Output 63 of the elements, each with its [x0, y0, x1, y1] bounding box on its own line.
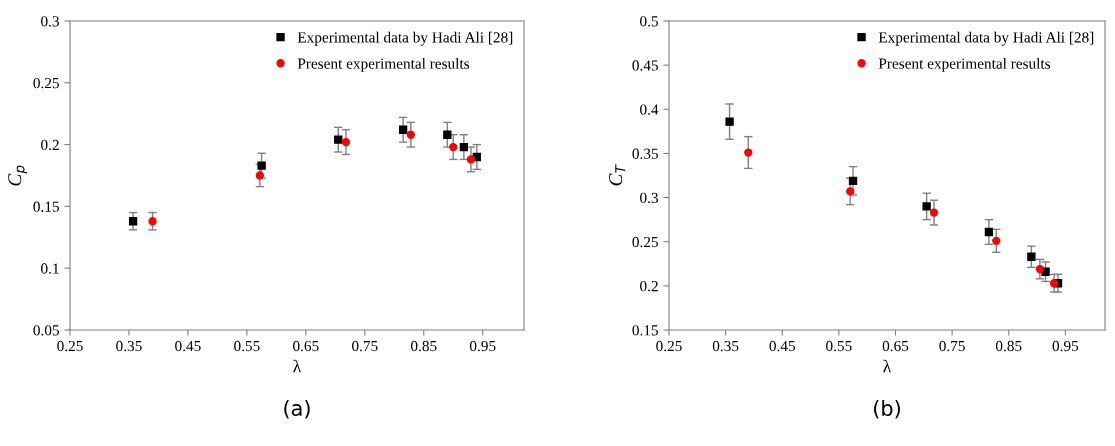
legend-label: Present experimental results — [297, 58, 470, 72]
point — [148, 217, 157, 226]
legend-label: Experimental data by Hadi Ali [28] — [878, 31, 1094, 46]
point — [744, 148, 753, 157]
text: (b) — [874, 399, 900, 419]
point — [128, 217, 138, 226]
point — [984, 227, 994, 237]
x-tick-label: 0.65 — [882, 340, 909, 352]
legend-label: Present experimental results — [878, 58, 1051, 72]
x-tick-label: 0.85 — [995, 340, 1022, 352]
x-tick-label: 0.25 — [656, 340, 682, 352]
point — [341, 137, 351, 147]
y-tick-label: 0.05 — [33, 325, 59, 336]
y-tick-label: 0.15 — [632, 325, 658, 336]
y-tick-label: 0.35 — [632, 148, 658, 159]
y-axis-title: C$_{T}$ — [609, 164, 626, 186]
x-axis-title: λ — [883, 359, 892, 373]
point — [725, 117, 734, 126]
point — [846, 187, 855, 196]
x-tick-label: 0.35 — [116, 340, 142, 352]
y-tick-label: 0.45 — [632, 60, 658, 71]
y-tick-label: 0.2 — [41, 139, 59, 151]
point — [255, 171, 265, 180]
y-tick-label: 0.15 — [33, 201, 59, 212]
y-tick-label: 0.3 — [640, 192, 658, 204]
point — [848, 176, 858, 185]
x-tick-label: 0.85 — [410, 340, 437, 352]
x-tick-label: 0.75 — [939, 340, 965, 352]
point — [398, 125, 408, 134]
x-tick-label: 0.25 — [57, 340, 83, 352]
point — [1035, 264, 1045, 274]
x-tick-label: 0.55 — [826, 340, 852, 352]
x-tick-label: 0.75 — [352, 340, 378, 352]
y-axis-title: C$_{p}$ — [8, 165, 28, 186]
text: (a) — [284, 399, 310, 419]
point — [443, 130, 452, 139]
legend-label: Experimental data by Hadi Ali [28] — [297, 31, 513, 46]
point — [449, 142, 458, 152]
y-tick-label: 0.25 — [632, 236, 658, 248]
y-tick-label: 0.5 — [640, 16, 658, 27]
y-tick-label: 0.25 — [33, 77, 59, 89]
x-tick-label: 0.55 — [234, 340, 260, 352]
point — [459, 142, 469, 152]
point — [257, 161, 266, 170]
x-tick-label: 0.35 — [712, 340, 739, 352]
point — [1027, 252, 1036, 261]
x-tick-label: 0.95 — [469, 340, 496, 352]
y-tick-label: 0.3 — [41, 16, 59, 27]
x-tick-label: 0.65 — [293, 340, 319, 352]
y-tick-label: 0.4 — [640, 104, 659, 115]
point — [929, 208, 939, 217]
point — [466, 155, 476, 164]
y-tick-label: 0.2 — [640, 281, 658, 292]
point — [922, 202, 931, 211]
point — [406, 130, 415, 139]
y-tick-label: 0.1 — [41, 263, 59, 274]
x-axis-title: λ — [293, 359, 302, 373]
x-tick-label: 0.45 — [769, 340, 796, 352]
x-tick-label: 0.95 — [1052, 340, 1079, 352]
point — [334, 135, 343, 144]
point — [1049, 279, 1059, 288]
point — [992, 236, 1001, 245]
x-tick-label: 0.45 — [175, 340, 201, 352]
